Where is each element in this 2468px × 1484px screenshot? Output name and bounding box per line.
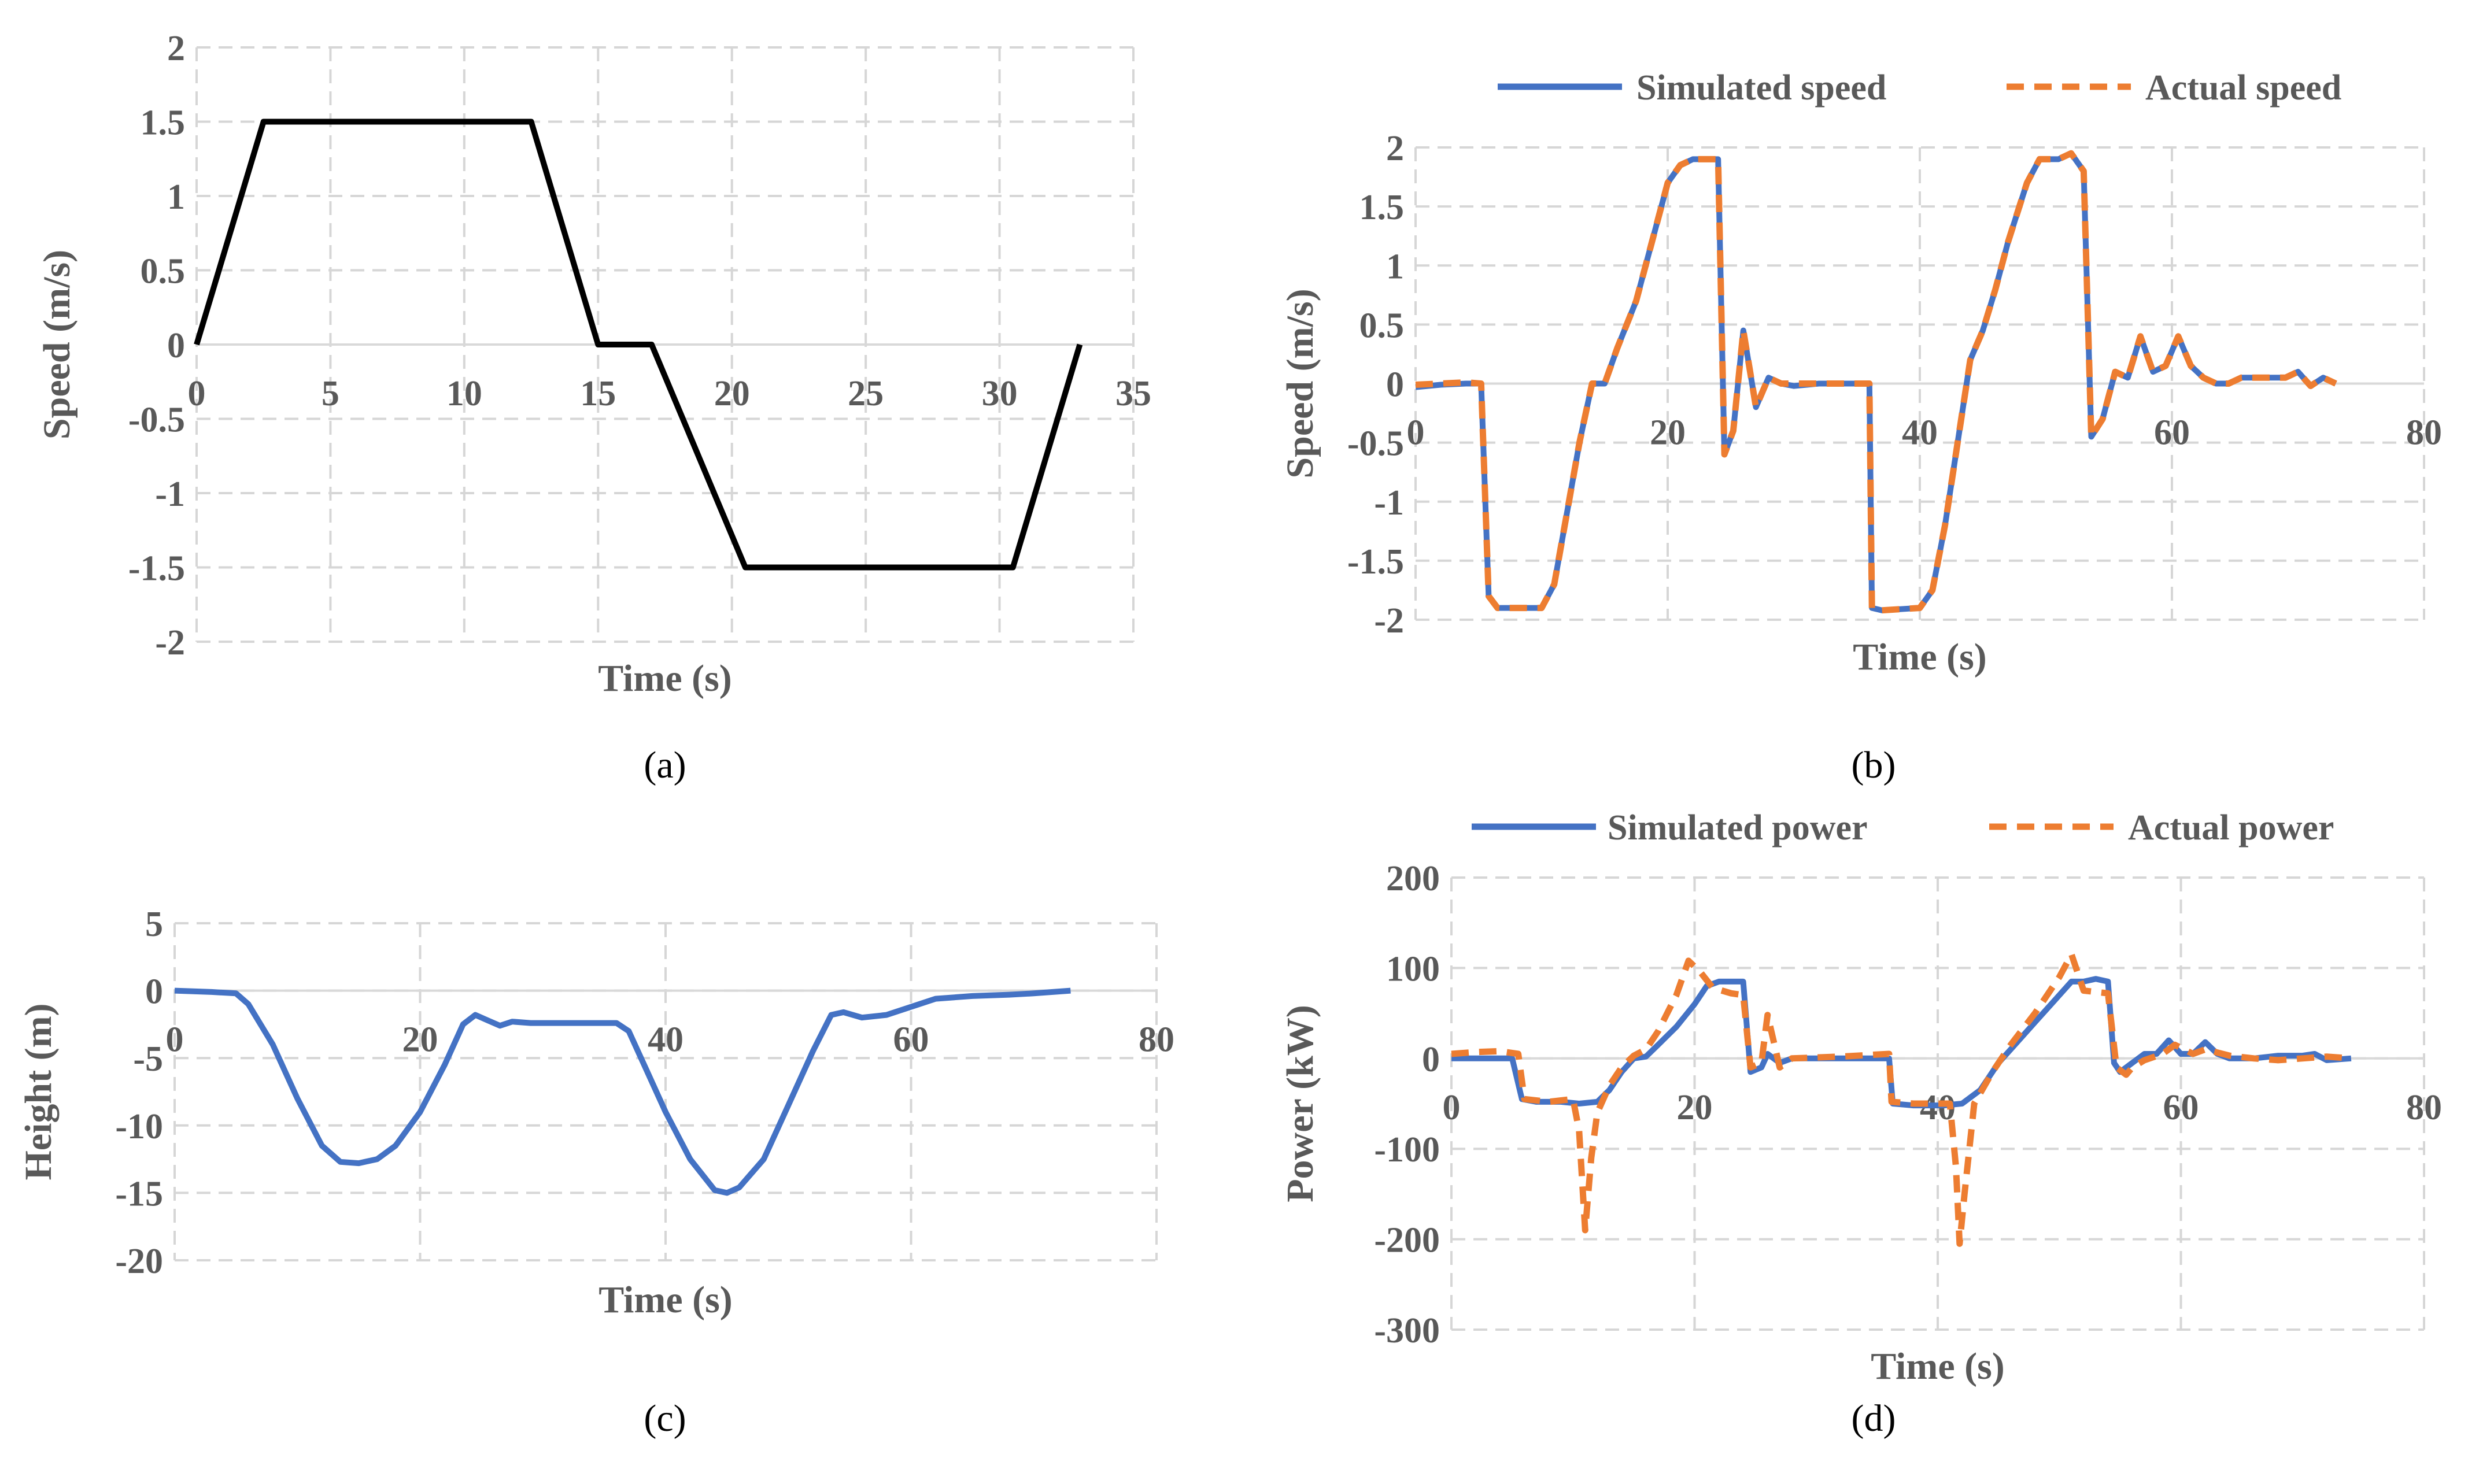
x-tick-label: 20 xyxy=(1677,1088,1713,1127)
x-tick-label: 0 xyxy=(188,374,206,413)
x-tick-label: 0 xyxy=(166,1020,184,1060)
x-tick-label: 80 xyxy=(1139,1020,1174,1060)
y-axis-label: Height (m) xyxy=(17,1003,60,1180)
x-tick-label: 40 xyxy=(648,1020,683,1060)
y-tick-label: 1.5 xyxy=(1359,188,1405,227)
panel-label: (b) xyxy=(1852,744,1896,786)
x-tick-label: 60 xyxy=(2154,413,2190,453)
y-tick-label: 5 xyxy=(145,905,163,944)
x-tick-label: 25 xyxy=(848,374,884,413)
x-tick-label: 0 xyxy=(1407,413,1425,453)
x-axis-label: Time (s) xyxy=(598,1279,733,1321)
x-tick-label: 80 xyxy=(2406,1088,2442,1127)
y-tick-label: 0.5 xyxy=(141,252,186,291)
y-tick-label: 1.5 xyxy=(141,103,186,143)
y-tick-label: 0 xyxy=(145,972,163,1012)
y-tick-label: 0 xyxy=(1386,365,1404,405)
y-tick-label: 1 xyxy=(1386,247,1404,286)
x-tick-label: 35 xyxy=(1115,374,1151,413)
y-tick-label: -1 xyxy=(1374,483,1404,523)
y-tick-label: -10 xyxy=(115,1107,163,1146)
legend-label: Simulated power xyxy=(1608,808,1868,848)
panel-label: (c) xyxy=(644,1397,686,1439)
series-line-actual-speed xyxy=(1415,150,2337,614)
legend-label: Actual speed xyxy=(2145,68,2341,108)
y-tick-label: 2 xyxy=(1386,129,1404,168)
x-tick-label: 80 xyxy=(2406,413,2442,453)
x-tick-label: 60 xyxy=(2163,1088,2199,1127)
y-tick-label: 0 xyxy=(167,326,185,365)
series-line-simulated-power xyxy=(1451,976,2352,1109)
x-tick-label: 10 xyxy=(446,374,482,413)
x-tick-label: 20 xyxy=(402,1020,438,1060)
y-tick-label: -15 xyxy=(115,1174,163,1213)
series-line-actual-power xyxy=(1451,951,2352,1247)
x-tick-label: 20 xyxy=(1650,413,1686,453)
y-tick-label: 1 xyxy=(167,177,185,217)
y-tick-label: -1.5 xyxy=(1347,542,1404,582)
x-tick-label: 15 xyxy=(580,374,616,413)
y-tick-label: -0.5 xyxy=(128,401,185,440)
series-line-height xyxy=(174,987,1071,1196)
panel-label: (d) xyxy=(1852,1397,1896,1439)
x-tick-label: 30 xyxy=(982,374,1018,413)
legend-label: Simulated speed xyxy=(1636,68,1886,108)
x-axis-label: Time (s) xyxy=(1853,636,1987,678)
x-tick-label: 0 xyxy=(1443,1088,1461,1127)
y-tick-label: 200 xyxy=(1386,859,1440,898)
x-tick-label: 20 xyxy=(714,374,750,413)
y-axis-label: Power (kW) xyxy=(1279,1005,1321,1202)
panel-label: (a) xyxy=(644,744,686,786)
y-tick-label: 0.5 xyxy=(1359,306,1405,345)
y-tick-label: 100 xyxy=(1386,949,1440,989)
y-tick-label: 2 xyxy=(167,29,185,68)
y-tick-label: -1 xyxy=(155,475,185,514)
y-axis-label: Speed (m/s) xyxy=(36,250,78,439)
series-line-speed xyxy=(194,119,1083,571)
y-tick-label: -300 xyxy=(1374,1311,1440,1350)
x-axis-label: Time (s) xyxy=(1871,1345,2005,1387)
y-tick-label: -2 xyxy=(1374,601,1404,641)
y-tick-label: -200 xyxy=(1374,1221,1440,1260)
y-tick-label: -100 xyxy=(1374,1130,1440,1170)
chart-a: 0 5 10 15 20 25 30 3521.510.50-0.5-1-1.5-2Time … xyxy=(36,29,1151,786)
y-tick-label: 0 xyxy=(1422,1040,1440,1079)
y-tick-label: -20 xyxy=(115,1242,163,1281)
y-tick-label: -2 xyxy=(155,623,185,663)
y-tick-label: -0.5 xyxy=(1347,424,1404,464)
series-line-simulated-speed xyxy=(1415,150,2337,613)
x-axis-label: Time (s) xyxy=(598,657,732,700)
x-tick-label: 60 xyxy=(893,1020,929,1060)
y-axis-label: Speed (m/s) xyxy=(1279,288,1321,478)
y-tick-label: -5 xyxy=(133,1039,163,1079)
legend-label: Actual power xyxy=(2128,808,2334,848)
x-tick-label: 40 xyxy=(1902,413,1938,453)
x-tick-label: 5 xyxy=(322,374,339,413)
y-tick-label: -1.5 xyxy=(128,549,185,589)
